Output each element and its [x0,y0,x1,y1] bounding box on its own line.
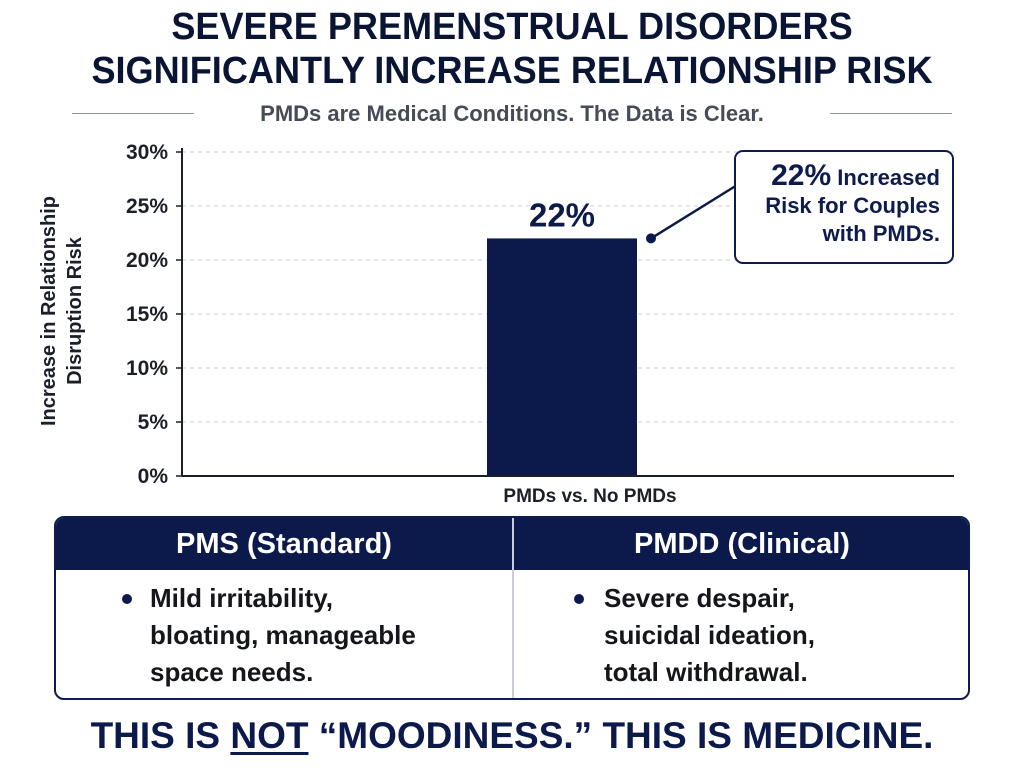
bar [487,238,637,476]
annotation-body: Increased Risk for Couples with PMDs. [765,165,940,246]
subtitle-rule-left [72,113,194,114]
y-tick-label: 20% [126,249,168,272]
y-tick-labels: 0% 5% 10% 15% 20% 25% 30% [126,141,168,488]
table-column-divider [512,518,514,698]
callout-leader-dot [646,233,656,244]
bullet-text-pmdd: Severe despair, suicidal ideation, total… [604,583,815,687]
title-line-1: SEVERE PREMENSTRUAL DISORDERS [171,6,853,48]
bars: 22% PMDs vs. No PMDs [487,196,677,507]
footer-banner: THIS IS NOT “MOODINESS.” THIS IS MEDICIN… [0,712,1024,760]
y-tick-label: 30% [126,141,168,164]
y-tick-label: 25% [126,195,168,218]
annotation-text: 22% Increased Risk for Couples with PMDs… [736,159,940,248]
bullet-text-pms: Mild irritability, bloating, manageable … [150,583,416,687]
annotation-value: 22% [771,159,832,192]
y-tick-label: 5% [138,411,169,434]
footer-emphasis: NOT [230,715,309,756]
subtitle: PMDs are Medical Conditions. The Data is… [260,101,764,126]
table-header-pmdd: PMDD (Clinical) [634,528,850,560]
footer-text-end: “MOODINESS.” THIS IS MEDICINE. [308,715,934,756]
subtitle-rule-right [830,113,952,114]
bullet-dot-pmdd [574,594,584,604]
y-tick-label: 10% [126,357,168,380]
footer-text-start: THIS IS [90,715,231,756]
comparison-table: PMS (Standard) PMDD (Clinical) Mild irri… [54,516,970,700]
bar-value-label: 22% [529,196,595,233]
y-tick-label: 15% [126,303,168,326]
x-category-label: PMDs vs. No PMDs [503,486,676,507]
title-line-2: SIGNIFICANTLY INCREASE RELATIONSHIP RISK [91,50,933,92]
y-tick-label: 0% [138,465,169,488]
annotation-callout: 22% Increased Risk for Couples with PMDs… [734,150,954,264]
bullet-dot-pms [122,594,132,604]
subtitle-row: PMDs are Medical Conditions. The Data is… [0,96,1024,132]
table-header-pms: PMS (Standard) [176,528,392,560]
callout-leader-line [650,180,743,240]
